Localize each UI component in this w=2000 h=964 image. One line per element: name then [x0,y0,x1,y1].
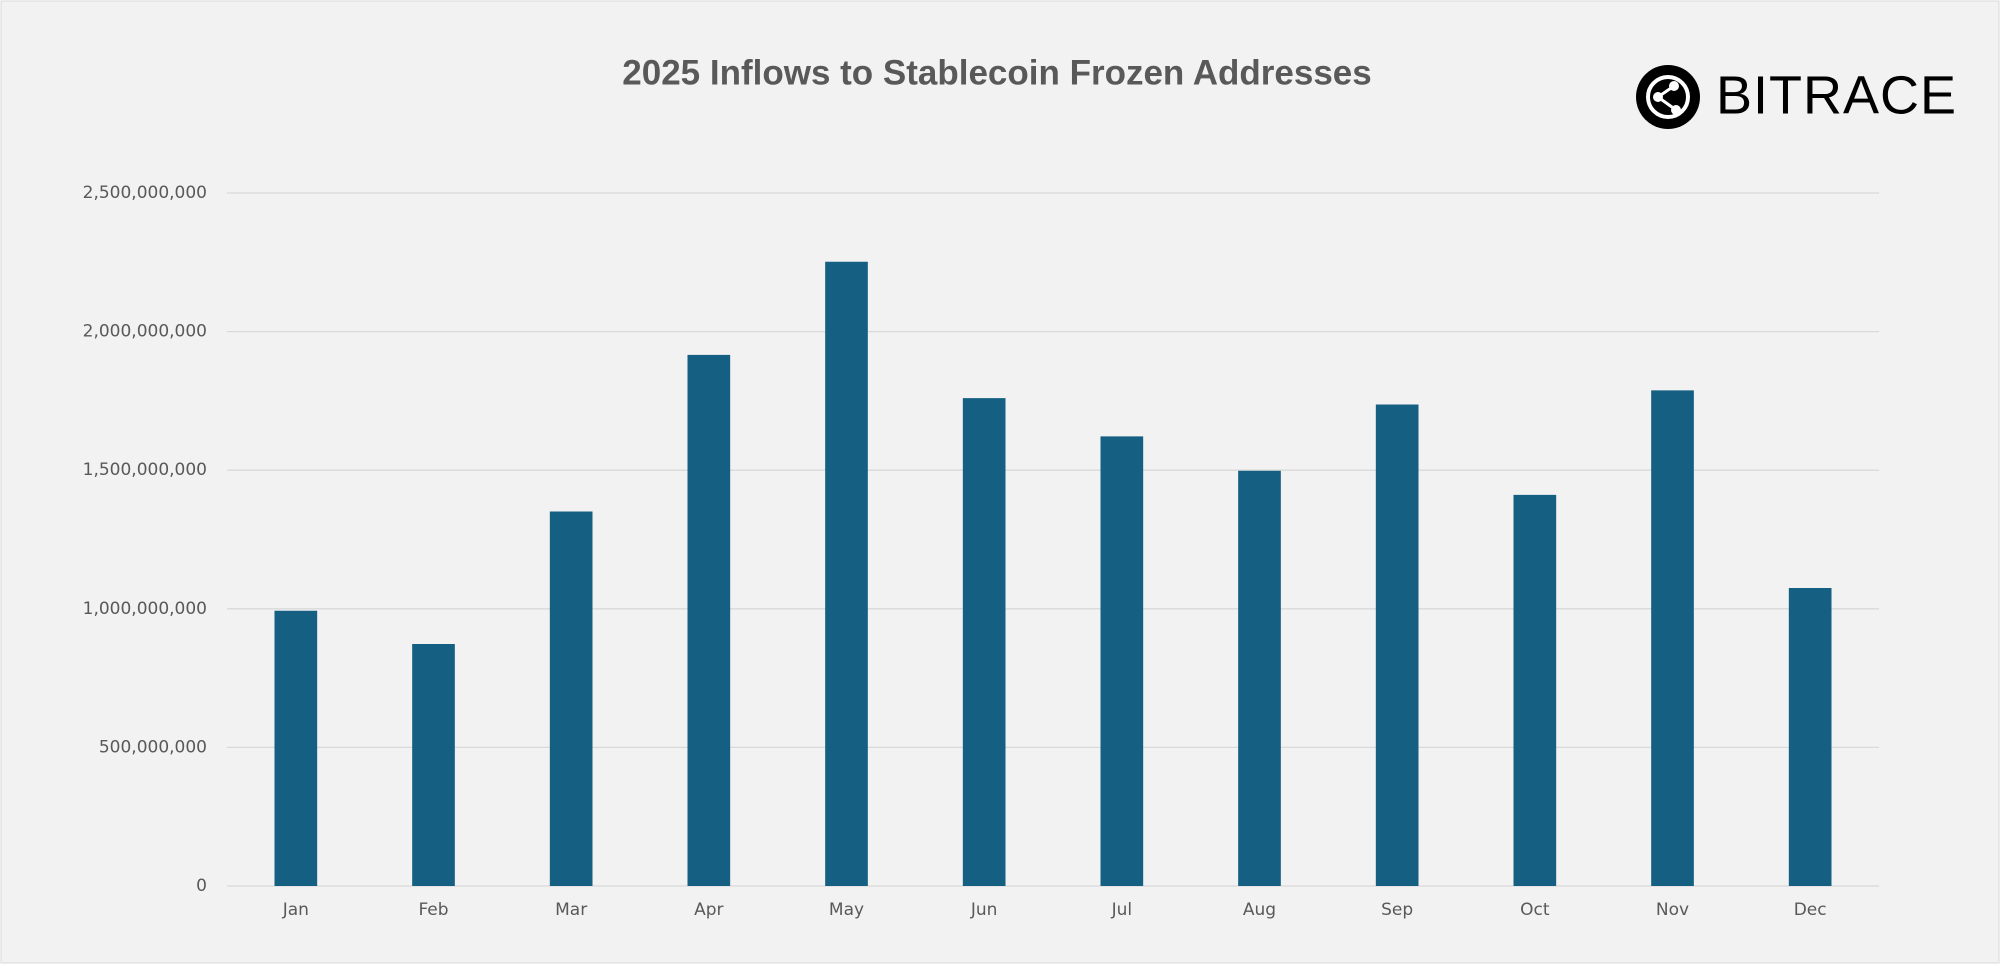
y-tick-label: 500,000,000 [99,737,207,757]
x-tick-label: Jul [1111,900,1133,920]
logo-text: BITRACE [1716,65,1957,125]
bar [687,354,731,887]
bar [1100,436,1144,886]
x-tick-label: Mar [555,900,587,920]
x-tick-label: Sep [1381,900,1413,920]
bar [274,610,318,886]
y-tick-label: 1,000,000,000 [83,599,207,619]
y-tick-label: 0 [196,876,207,896]
bar [825,261,868,886]
bar [1788,588,1832,886]
chart-title: 2025 Inflows to Stablecoin Frozen Addres… [622,53,1371,92]
logo-icon [1636,65,1700,129]
bar [412,644,455,886]
x-tick-label: Dec [1794,900,1827,920]
bar [549,511,593,886]
bar [1513,494,1557,886]
x-tick-label: Aug [1243,900,1276,920]
x-tick-label: Jun [970,900,998,920]
y-tick-label: 1,500,000,000 [83,460,207,480]
bar [1375,404,1419,886]
y-tick-label: 2,500,000,000 [83,183,207,203]
bar [1651,390,1694,886]
x-tick-label: Feb [418,900,448,920]
x-tick-label: Jan [282,900,309,920]
x-tick-label: Nov [1656,900,1689,920]
bar [1238,470,1281,886]
x-tick-label: Oct [1520,900,1550,920]
bar [962,398,1006,886]
x-tick-label: May [829,900,864,920]
y-tick-label: 2,000,000,000 [83,322,207,342]
x-tick-label: Apr [694,900,723,920]
